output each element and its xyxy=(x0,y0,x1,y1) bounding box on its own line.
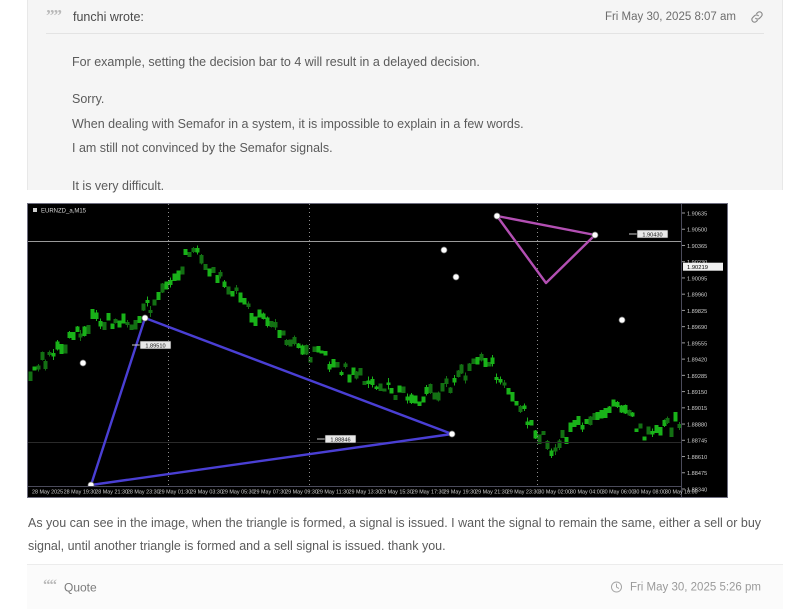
semafor-dot xyxy=(440,246,448,254)
quote-line-5: It is very difficult. xyxy=(72,178,165,193)
time-tick-label: 29 May 09:30 xyxy=(285,490,318,496)
semafor-dot xyxy=(493,212,501,220)
semafor-dot xyxy=(79,359,87,367)
price-axis: 1.906351.905001.903651.902301.900951.899… xyxy=(681,204,727,497)
svg-text:1.90219: 1.90219 xyxy=(687,265,708,271)
semafor-dot xyxy=(618,316,626,324)
quote-gap-2 xyxy=(72,161,754,174)
price-tick-label: 1.89150 xyxy=(687,390,707,396)
quote-line-3: When dealing with Semafor in a system, i… xyxy=(72,116,524,131)
price-tick-label: 1.88475 xyxy=(687,471,707,477)
semafor-dot xyxy=(448,430,456,438)
post-timestamp: Fri May 30, 2025 5:26 pm xyxy=(610,581,761,594)
price-tick-label: 1.89015 xyxy=(687,406,707,412)
price-tick-label: 1.88610 xyxy=(687,455,707,461)
magenta-triangle xyxy=(495,214,597,285)
price-tick-label: 1.90095 xyxy=(687,276,707,282)
attached-chart-image[interactable]: 1.89510 1.88846 1.90430 1.90635 1.90500 1.903… xyxy=(27,203,728,498)
svg-text:EURNZD_a,M15: EURNZD_a,M15 xyxy=(41,208,87,214)
price-tick-label: 1.90500 xyxy=(687,228,707,234)
semafor-dot xyxy=(452,273,460,281)
price-tick-label: 1.88340 xyxy=(687,487,707,493)
time-tick-label: 30 May 10:00 xyxy=(665,490,698,496)
quote-line-2: Sorry. xyxy=(72,92,105,107)
time-tick-label: 29 May 13:30 xyxy=(349,490,382,496)
semafor-dot xyxy=(591,231,599,239)
quote-gap-1 xyxy=(72,74,754,87)
time-tick-label: 28 May 19:30 xyxy=(64,490,97,496)
quote-mark-icon: ”” xyxy=(46,6,62,25)
price-tick-label: 1.89555 xyxy=(687,341,707,347)
time-tick-label: 29 May 23:30 xyxy=(507,490,540,496)
price-tick-label: 1.89420 xyxy=(687,358,707,364)
chart-symbol-label: EURNZD_a,M15 xyxy=(33,208,87,214)
quote-line-1: For example, setting the decision bar to… xyxy=(72,55,480,69)
chart-price-tag: 1.90430 xyxy=(629,229,669,238)
post-timestamp-label: Fri May 30, 2025 5:26 pm xyxy=(629,581,761,593)
price-tick-label: 1.90365 xyxy=(687,244,707,250)
price-tick-label: 1.90635 xyxy=(687,211,707,217)
current-price-marker: 1.90219 xyxy=(683,262,723,271)
candlestick-chart-svg: 1.89510 1.88846 1.90430 1.90635 1.90500 1.903… xyxy=(28,204,727,497)
quote-author: funchi wrote: xyxy=(73,9,144,24)
svg-text:1.89510: 1.89510 xyxy=(145,343,165,349)
time-tick-label: 29 May 01:30 xyxy=(159,490,192,496)
time-tick-label: 30 May 02:00 xyxy=(538,490,571,496)
time-tick-label: 29 May 07:30 xyxy=(254,490,287,496)
time-tick-label: 29 May 03:30 xyxy=(190,490,223,496)
time-tick-label: 29 May 05:30 xyxy=(222,490,255,496)
svg-text:1.88846: 1.88846 xyxy=(330,437,350,443)
time-tick-label: 28 May 2025 xyxy=(32,490,63,496)
price-tick-label: 1.89285 xyxy=(687,374,707,380)
price-tick-label: 1.89960 xyxy=(687,293,707,299)
quote-body: For example, setting the decision bar to… xyxy=(28,34,782,198)
price-tick-label: 1.88880 xyxy=(687,422,707,428)
chart-price-tag: 1.88846 xyxy=(317,434,357,443)
time-tick-label: 28 May 23:30 xyxy=(127,490,160,496)
clock-icon xyxy=(610,581,623,594)
quote-button[interactable]: ““ Quote xyxy=(37,575,103,600)
time-tick-label: 29 May 21:30 xyxy=(475,490,508,496)
time-tick-label: 30 May 04:00 xyxy=(570,490,603,496)
price-tick-label: 1.89690 xyxy=(687,325,707,331)
svg-text:1.90430: 1.90430 xyxy=(642,232,662,238)
quote-line-4: I am still not convinced by the Semafor … xyxy=(72,141,333,156)
post-footer: ““ Quote Fri May 30, 2025 5:26 pm xyxy=(27,564,783,609)
time-tick-label: 30 May 08:00 xyxy=(633,490,666,496)
chart-price-tag: 1.89510 xyxy=(132,340,172,349)
link-icon[interactable] xyxy=(750,10,764,24)
semafor-dot xyxy=(141,314,149,322)
price-tick-label: 1.88745 xyxy=(687,439,707,445)
time-tick-label: 30 May 06:00 xyxy=(602,490,635,496)
price-tick-label: 1.89825 xyxy=(687,309,707,315)
time-tick-label: 29 May 15:30 xyxy=(380,490,413,496)
quote-timestamp: Fri May 30, 2025 8:07 am xyxy=(604,10,736,23)
quote-button-label: Quote xyxy=(64,580,97,594)
time-tick-label: 29 May 11:30 xyxy=(317,490,349,496)
quote-header: ”” funchi wrote: Fri May 30, 2025 8:07 a… xyxy=(46,0,764,34)
time-tick-label: 29 May 17:30 xyxy=(412,490,445,496)
blue-triangle xyxy=(89,316,454,487)
quote-mark-icon: ““ xyxy=(43,577,57,594)
quoted-post: ”” funchi wrote: Fri May 30, 2025 8:07 a… xyxy=(27,0,783,193)
chart-canvas: 1.89510 1.88846 1.90430 1.90635 1.90500 1.903… xyxy=(28,204,727,497)
time-tick-label: 28 May 21:30 xyxy=(95,490,128,496)
time-tick-label: 29 May 19:30 xyxy=(443,490,476,496)
post-body-text: As you can see in the image, when the tr… xyxy=(28,516,762,553)
